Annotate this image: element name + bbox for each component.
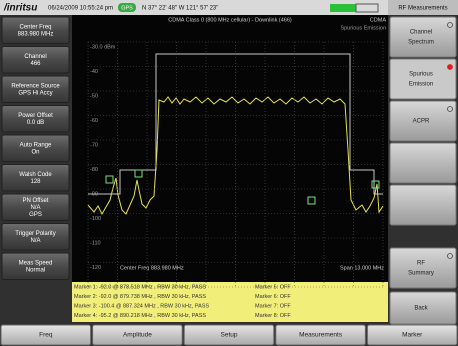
y-label: -110 [90, 240, 101, 246]
battery [330, 4, 356, 12]
y-label: -90 [90, 191, 98, 197]
left-menu-text: On [31, 149, 39, 155]
right-menu-text: Back [414, 306, 428, 312]
left-menu-text: PN Offset [23, 198, 49, 204]
marker-readout: Marker 5: OFF [255, 284, 291, 290]
left-menu-button[interactable] [1, 134, 70, 162]
right-menu-text: ACPR [413, 119, 430, 125]
marker-readout: Marker 8: OFF [255, 313, 291, 319]
top-bar [0, 0, 388, 15]
tab[interactable] [183, 324, 275, 346]
limit-line [88, 53, 383, 195]
left-menu-text: Auto Range [20, 142, 52, 148]
menu-title: RF Measurements [398, 6, 447, 12]
left-menu-text: 0.0 dB [27, 120, 44, 126]
right-menu-button[interactable] [389, 100, 457, 142]
left-menu-button[interactable] [1, 252, 70, 280]
marker-readout: Marker 6: OFF [255, 294, 291, 300]
standard: CDMA [370, 17, 387, 23]
left-menu-button[interactable] [1, 193, 70, 221]
right-menu-button[interactable] [389, 142, 457, 184]
mode: CDMA Class 0 (800 MHz cellular) - Downli… [168, 17, 292, 23]
left-menu-text: GPS [29, 212, 42, 218]
left-menu-button[interactable] [1, 105, 70, 133]
marker-flag [307, 196, 316, 205]
left-menu-button[interactable] [1, 164, 70, 192]
left-menu-text: Power Offset [18, 113, 53, 119]
right-menu-text: Channel [410, 30, 432, 36]
indicator [447, 22, 453, 28]
center-freq: Center Freq 883.980 MHz [120, 265, 184, 271]
trace [87, 96, 384, 216]
tab[interactable] [0, 324, 92, 346]
y-label: -120 [90, 265, 101, 271]
right-menu-text: RF [417, 261, 425, 267]
left-menu-button[interactable] [1, 16, 70, 44]
left-menu-text: Walsh Code [19, 172, 52, 178]
indicator [447, 106, 453, 112]
gps-label: GPS [121, 5, 133, 11]
y-label: -30.0 dBm [90, 44, 116, 50]
marker-flag [134, 169, 143, 178]
left-menu-text: N/A [30, 238, 40, 244]
tab[interactable] [366, 324, 458, 346]
marker-flag [371, 180, 380, 189]
left-menu-text: Meas Speed [19, 260, 53, 266]
tab-label: Freq [39, 332, 53, 339]
y-label: -70 [90, 142, 98, 148]
tab-label: Amplitude [123, 332, 152, 339]
left-menu-text: Reference Source [11, 83, 60, 89]
y-label: -40 [90, 69, 98, 75]
tab[interactable] [275, 324, 366, 346]
tab-label: Setup [221, 332, 238, 339]
left-menu-button[interactable] [1, 223, 70, 251]
right-menu-button[interactable] [389, 184, 457, 226]
right-menu-text: Spurious [409, 72, 433, 78]
left-menu-text: Trigger Polarity [15, 231, 55, 237]
left-menu-button[interactable] [1, 46, 70, 74]
left-menu-button[interactable] [1, 75, 70, 103]
left-menu-text: 466 [30, 61, 41, 67]
marker-readout: Marker 3: -100.4 @ 887.324 MHz , RBW 30 … [74, 303, 209, 309]
tab-label: Measurements [299, 332, 343, 339]
marker-flag [105, 175, 114, 184]
tab-label: Marker [402, 332, 423, 339]
marker-table [72, 282, 388, 322]
tab[interactable] [92, 324, 183, 346]
left-menu-text: Normal [26, 267, 45, 273]
y-label: -100 [90, 216, 101, 222]
indicator [447, 253, 453, 259]
menu-title-bg [388, 0, 458, 15]
right-menu-button[interactable] [389, 58, 457, 100]
battery-outline [355, 3, 379, 13]
left-menu-text: 128 [30, 179, 41, 185]
y-label: -60 [90, 118, 98, 124]
display [72, 15, 388, 282]
marker-readout: Marker 2: -92.0 @ 879.738 MHz , RBW 30 k… [74, 294, 206, 300]
left-menu-text: N/A [30, 205, 40, 211]
left-menu-text: Center Freq [19, 24, 51, 30]
marker-readout: Marker 7: OFF [255, 303, 291, 309]
right-menu-text: Spectrum [408, 40, 434, 46]
indicator [447, 64, 453, 70]
marker-readout: Marker 1: -92.0 @ 878.518 MHz , RBW 30 k… [74, 284, 206, 290]
right-menu-text: Summary [408, 271, 434, 277]
marker-readout: Marker 4: -95.2 @ 890.218 MHz , RBW 30 k… [74, 313, 206, 319]
span: Span 13.000 MHz [340, 265, 384, 271]
left-menu-text: Channel [24, 54, 46, 60]
left-menu-text: GPS Hi Accy [18, 90, 52, 96]
left-menu-text: 883.980 MHz [18, 31, 54, 37]
right-menu-text: Emission [409, 82, 433, 88]
location: N 37° 22' 48" W 121° 57' 23" [142, 6, 218, 12]
right-menu-button[interactable] [389, 16, 457, 58]
gps-badge [118, 3, 136, 12]
measurement: Spurious Emission [340, 25, 386, 31]
y-label: -50 [90, 93, 98, 99]
datetime: 06/24/2009 10:55:24 pm [48, 6, 113, 12]
y-label: -80 [90, 167, 98, 173]
right-menu-button[interactable] [389, 291, 457, 325]
brand: /inritsu [3, 3, 37, 14]
right-menu-button[interactable] [389, 247, 457, 289]
